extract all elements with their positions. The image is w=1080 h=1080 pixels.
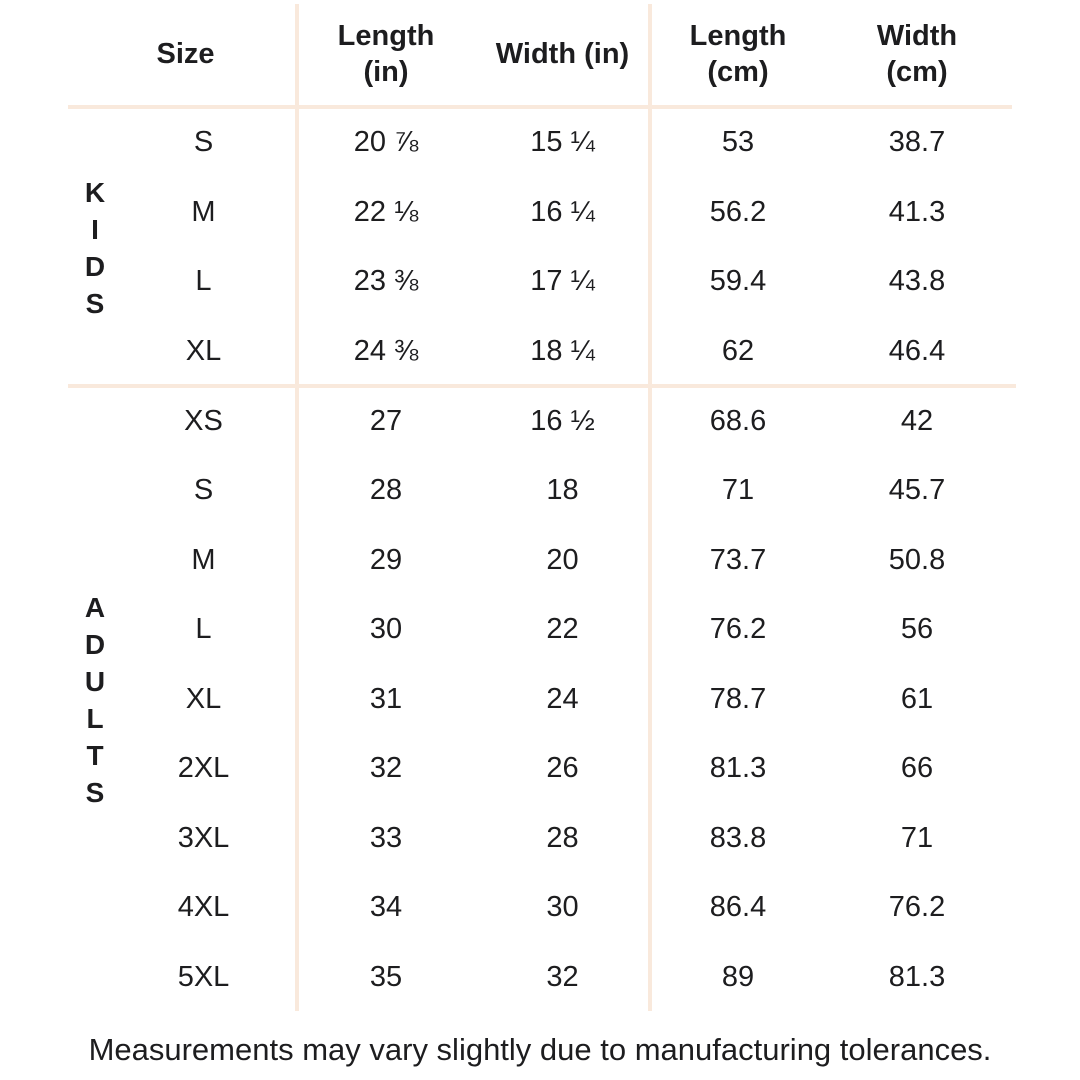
cell-length-in: 20 ⅞ bbox=[353, 125, 419, 158]
cell-width-cm: 76.2 bbox=[888, 891, 946, 924]
cell-size: M bbox=[191, 195, 216, 228]
header-width-in: Width (in) bbox=[495, 37, 630, 70]
cell-width-in: 16 ¼ bbox=[530, 195, 595, 228]
cell-width-in: 15 ¼ bbox=[530, 125, 595, 158]
cell-width-in: 26 bbox=[546, 752, 579, 785]
cell-width-in: 18 bbox=[546, 474, 579, 507]
cell-length-cm: 71 bbox=[721, 474, 755, 507]
cell-width-in: 20 bbox=[546, 543, 579, 576]
cell-width-in: 22 bbox=[546, 613, 579, 646]
cell-width-cm: 45.7 bbox=[888, 474, 946, 507]
cell-width-cm: 42 bbox=[900, 404, 934, 437]
cell-width-cm: 50.8 bbox=[888, 543, 946, 576]
footnote: Measurements may vary slightly due to ma… bbox=[88, 1032, 992, 1067]
cell-length-cm: 56.2 bbox=[709, 195, 767, 228]
cell-length-cm: 53 bbox=[721, 125, 755, 158]
cell-width-cm: 66 bbox=[900, 752, 934, 785]
header-size: Size bbox=[156, 37, 215, 70]
cell-width-cm: 38.7 bbox=[888, 125, 946, 158]
cell-size: 5XL bbox=[177, 960, 230, 993]
size-chart-table: Size Length (in) Width (in) Length (cm) … bbox=[156, 19, 958, 993]
cell-width-in: 30 bbox=[546, 891, 579, 924]
cell-size: L bbox=[195, 265, 212, 298]
cell-length-cm: 81.3 bbox=[709, 752, 767, 785]
header-divider bbox=[68, 105, 1012, 109]
cell-length-in: 33 bbox=[369, 821, 403, 854]
cell-length-cm: 89 bbox=[721, 960, 755, 993]
cell-width-in: 17 ¼ bbox=[530, 265, 595, 298]
cell-length-in: 24 ⅜ bbox=[353, 335, 419, 368]
cell-size: S bbox=[193, 474, 214, 507]
cell-length-in: 34 bbox=[369, 891, 403, 924]
cell-width-cm: 71 bbox=[900, 821, 934, 854]
cell-size: 4XL bbox=[177, 891, 230, 924]
cell-width-cm: 41.3 bbox=[888, 195, 946, 228]
header-length-cm: Length (cm) bbox=[689, 19, 787, 88]
cell-length-in: 28 bbox=[369, 474, 403, 507]
cell-length-cm: 68.6 bbox=[709, 404, 767, 437]
cell-width-cm: 81.3 bbox=[888, 960, 946, 993]
cell-size: XL bbox=[185, 335, 222, 368]
kids-adults-divider bbox=[68, 384, 1016, 388]
cell-width-in: 24 bbox=[546, 682, 579, 715]
column-divider-right bbox=[648, 4, 652, 1011]
cell-size: XS bbox=[184, 404, 223, 437]
cell-length-cm: 76.2 bbox=[709, 613, 767, 646]
cell-length-in: 22 ⅛ bbox=[353, 195, 419, 228]
cell-size: 3XL bbox=[177, 821, 230, 854]
cell-width-cm: 56 bbox=[900, 613, 934, 646]
cell-length-in: 31 bbox=[369, 682, 403, 715]
group-label-adults: A D U L T S bbox=[84, 592, 106, 808]
group-label-kids: K I D S bbox=[84, 177, 106, 319]
header-width-cm: Width (cm) bbox=[876, 19, 958, 88]
cell-length-in: 23 ⅜ bbox=[353, 265, 419, 298]
cell-length-cm: 83.8 bbox=[709, 821, 767, 854]
cell-width-cm: 61 bbox=[900, 682, 934, 715]
cell-size: 2XL bbox=[177, 752, 230, 785]
cell-size: M bbox=[191, 543, 216, 576]
cell-width-in: 16 ½ bbox=[530, 404, 595, 437]
column-divider-left bbox=[295, 4, 299, 1011]
cell-length-in: 32 bbox=[369, 752, 403, 785]
cell-length-in: 27 bbox=[369, 404, 403, 437]
cell-width-in: 28 bbox=[546, 821, 579, 854]
cell-size: XL bbox=[185, 682, 222, 715]
cell-width-in: 18 ¼ bbox=[530, 335, 595, 368]
cell-length-cm: 62 bbox=[721, 335, 755, 368]
cell-length-cm: 78.7 bbox=[709, 682, 767, 715]
cell-width-cm: 46.4 bbox=[888, 335, 946, 368]
cell-width-in: 32 bbox=[546, 960, 579, 993]
cell-size: L bbox=[195, 613, 212, 646]
cell-size: S bbox=[193, 125, 214, 158]
cell-width-cm: 43.8 bbox=[888, 265, 946, 298]
cell-length-in: 29 bbox=[369, 543, 403, 576]
cell-length-in: 35 bbox=[369, 960, 403, 993]
header-length-in: Length (in) bbox=[337, 19, 435, 88]
cell-length-cm: 73.7 bbox=[709, 543, 767, 576]
cell-length-cm: 59.4 bbox=[709, 265, 767, 298]
cell-length-cm: 86.4 bbox=[709, 891, 767, 924]
cell-length-in: 30 bbox=[369, 613, 403, 646]
